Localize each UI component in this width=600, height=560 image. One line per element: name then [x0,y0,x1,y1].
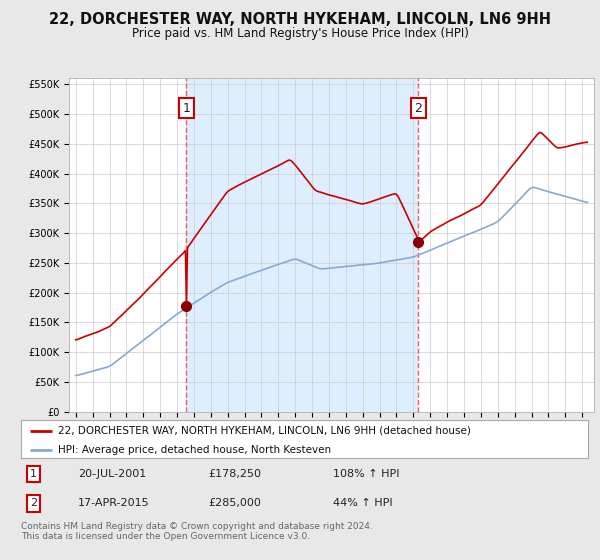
Text: 20-JUL-2001: 20-JUL-2001 [78,469,146,479]
Text: 2: 2 [30,498,37,508]
Text: This data is licensed under the Open Government Licence v3.0.: This data is licensed under the Open Gov… [21,532,310,541]
Text: Price paid vs. HM Land Registry's House Price Index (HPI): Price paid vs. HM Land Registry's House … [131,27,469,40]
Text: 44% ↑ HPI: 44% ↑ HPI [333,498,392,508]
Text: £285,000: £285,000 [208,498,261,508]
Text: 1: 1 [30,469,37,479]
Text: 1: 1 [182,102,190,115]
Text: 22, DORCHESTER WAY, NORTH HYKEHAM, LINCOLN, LN6 9HH (detached house): 22, DORCHESTER WAY, NORTH HYKEHAM, LINCO… [58,426,471,436]
Text: HPI: Average price, detached house, North Kesteven: HPI: Average price, detached house, Nort… [58,445,331,455]
Text: 2: 2 [415,102,422,115]
Bar [187,78,418,412]
Text: 17-APR-2015: 17-APR-2015 [78,498,149,508]
Text: Contains HM Land Registry data © Crown copyright and database right 2024.: Contains HM Land Registry data © Crown c… [21,522,373,531]
Text: £178,250: £178,250 [208,469,261,479]
Text: 22, DORCHESTER WAY, NORTH HYKEHAM, LINCOLN, LN6 9HH: 22, DORCHESTER WAY, NORTH HYKEHAM, LINCO… [49,12,551,27]
Text: 108% ↑ HPI: 108% ↑ HPI [333,469,400,479]
